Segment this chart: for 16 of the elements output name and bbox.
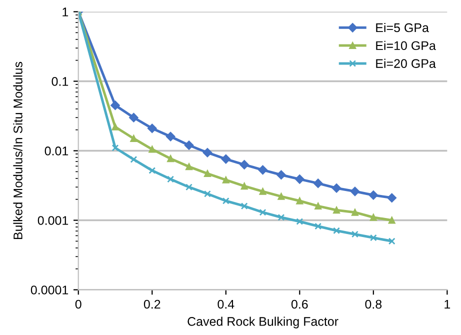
x-tick-label: 0 xyxy=(75,300,82,309)
x-tick-label: 1 xyxy=(444,300,450,309)
legend-label: Ei=5 GPa xyxy=(376,22,429,32)
x-tick-label: 0.4 xyxy=(218,300,234,309)
y-axis-title: Bulked Modulus/In Situ Modulus xyxy=(13,62,22,240)
y-tick-label: 0.01 xyxy=(44,146,68,156)
y-tick-label: 0.001 xyxy=(38,216,68,225)
x-tick-label: 0.2 xyxy=(144,300,160,309)
legend-label: Ei=20 GPa xyxy=(376,58,436,68)
x-tick-label: 0.8 xyxy=(365,300,382,309)
y-tick-label: 1 xyxy=(62,8,68,16)
legend-label: Ei=10 GPa xyxy=(376,40,436,50)
y-tick-label: 0.1 xyxy=(52,77,68,86)
x-axis-title: Caved Rock Bulking Factor xyxy=(188,316,338,328)
x-tick-label: 0.6 xyxy=(291,300,308,309)
y-tick-label: 0.0001 xyxy=(30,286,68,294)
